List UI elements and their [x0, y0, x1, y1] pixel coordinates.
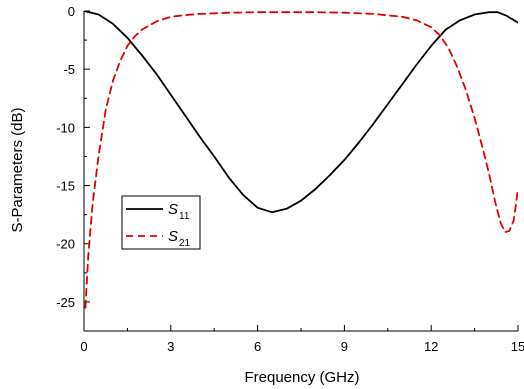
legend-box: [121, 195, 201, 250]
series-layer: [84, 11, 518, 309]
x-tick-label: 9: [341, 339, 348, 354]
y-tick-label: -10: [56, 120, 75, 135]
y-axis: 0 -5 -10 -15 -20 -25: [56, 4, 90, 332]
x-tick-label: 6: [254, 339, 261, 354]
x-tick-label: 0: [80, 339, 87, 354]
series-line-s21: [84, 11, 518, 309]
y-tick-label: -20: [56, 237, 75, 252]
x-tick-label: 3: [167, 339, 174, 354]
x-tick-label: 15: [511, 339, 524, 354]
legend-s21-subscript: 21: [179, 238, 191, 249]
y-tick-label: -5: [63, 62, 75, 77]
legend-s11-subscript: 11: [179, 211, 190, 222]
y-axis-label: S-Parameters (dB): [9, 107, 26, 232]
x-tick-label: 12: [424, 339, 438, 354]
series-line-s11: [84, 11, 518, 214]
x-axis-label: Frequency (GHz): [244, 369, 359, 386]
y-tick-label: -25: [56, 295, 75, 310]
y-tick-label: -15: [56, 179, 75, 194]
legend-s21-label: S: [168, 228, 178, 245]
legend-s11-label: S: [168, 201, 178, 218]
x-axis: 0 3 6 9 12 15: [80, 325, 524, 354]
legend: S 11 S 21: [121, 195, 201, 250]
y-tick-label: 0: [68, 4, 75, 19]
